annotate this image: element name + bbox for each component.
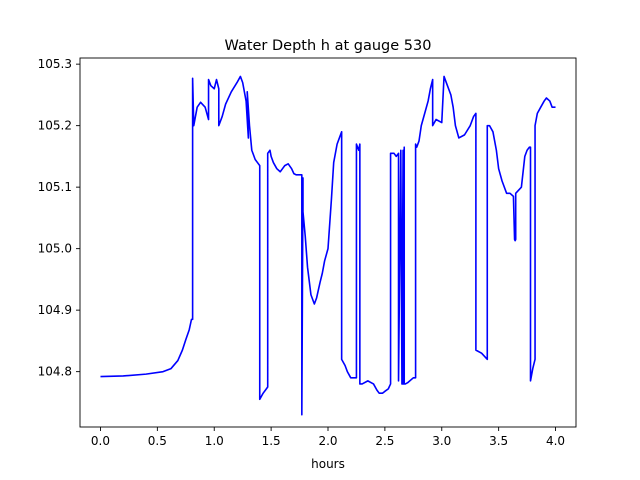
y-tick-label: 105.1 <box>38 180 72 194</box>
x-tick-label: 0.0 <box>91 434 110 448</box>
series-line <box>100 75 556 416</box>
y-tick-label: 105.0 <box>38 242 72 256</box>
y-tick-label: 104.8 <box>38 365 72 379</box>
x-tick-label: 2.5 <box>375 434 394 448</box>
x-axis-ticks: 0.0 0.5 1.0 1.5 2.0 2.5 3.0 3.5 4.0 <box>91 427 565 448</box>
x-tick-label: 0.5 <box>148 434 167 448</box>
x-axis-label: hours <box>311 457 345 471</box>
y-tick-label: 105.2 <box>38 119 72 133</box>
chart-title: Water Depth h at gauge 530 <box>225 38 432 54</box>
x-tick-label: 4.0 <box>546 434 565 448</box>
y-tick-label: 104.9 <box>38 303 72 317</box>
plot-area <box>100 75 556 416</box>
x-tick-label: 3.0 <box>432 434 451 448</box>
y-axis-ticks: 104.8 104.9 105.0 105.1 105.2 105.3 <box>38 57 80 379</box>
x-tick-label: 1.5 <box>262 434 281 448</box>
x-tick-label: 2.0 <box>318 434 337 448</box>
y-tick-label: 105.3 <box>38 57 72 71</box>
x-tick-label: 1.0 <box>205 434 224 448</box>
x-tick-label: 3.5 <box>489 434 508 448</box>
